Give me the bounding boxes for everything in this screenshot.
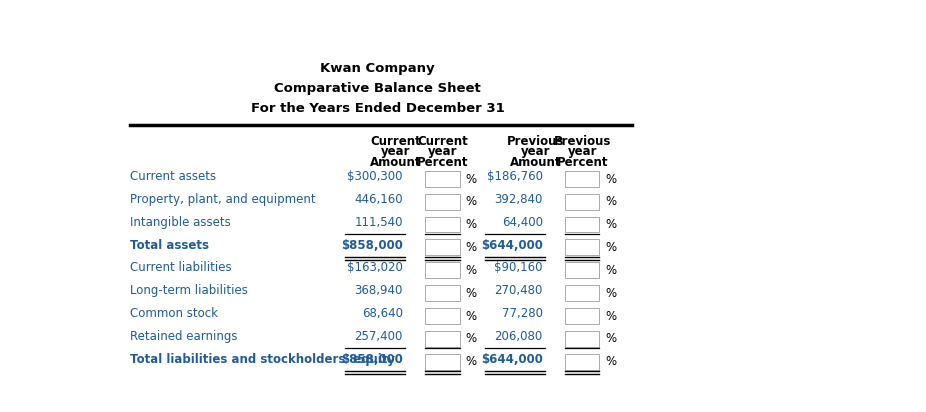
FancyBboxPatch shape [425, 331, 459, 346]
Text: 257,400: 257,400 [355, 330, 403, 343]
Text: $858,000: $858,000 [341, 239, 403, 251]
Text: %: % [465, 218, 476, 231]
Text: 77,280: 77,280 [502, 307, 543, 320]
Text: Kwan Company: Kwan Company [320, 62, 435, 75]
FancyBboxPatch shape [565, 308, 599, 324]
Text: $163,020: $163,020 [347, 261, 403, 274]
Text: $644,000: $644,000 [481, 353, 543, 366]
Text: %: % [465, 241, 476, 254]
Text: %: % [465, 332, 476, 345]
FancyBboxPatch shape [565, 262, 599, 278]
Text: Previous: Previous [507, 135, 564, 148]
Text: Previous: Previous [554, 135, 611, 148]
FancyBboxPatch shape [425, 308, 459, 324]
Text: %: % [606, 355, 617, 368]
Text: %: % [465, 287, 476, 300]
Text: Intangible assets: Intangible assets [130, 215, 231, 229]
FancyBboxPatch shape [425, 171, 459, 187]
Text: Total liabilities and stockholders' equity: Total liabilities and stockholders' equi… [130, 353, 395, 366]
Text: %: % [465, 264, 476, 277]
Text: year: year [381, 145, 410, 158]
FancyBboxPatch shape [425, 285, 459, 301]
FancyBboxPatch shape [565, 194, 599, 210]
FancyBboxPatch shape [425, 262, 459, 278]
Text: Current liabilities: Current liabilities [130, 261, 232, 274]
Text: Current: Current [417, 135, 468, 148]
Text: Total assets: Total assets [130, 239, 209, 251]
Text: %: % [606, 218, 617, 231]
Text: 206,080: 206,080 [494, 330, 543, 343]
FancyBboxPatch shape [565, 285, 599, 301]
Text: 392,840: 392,840 [494, 193, 543, 206]
FancyBboxPatch shape [565, 353, 599, 370]
Text: $186,760: $186,760 [487, 170, 543, 183]
Text: Retained earnings: Retained earnings [130, 330, 238, 343]
Text: %: % [465, 173, 476, 185]
FancyBboxPatch shape [565, 331, 599, 346]
Text: Current assets: Current assets [130, 170, 217, 183]
Text: 270,480: 270,480 [494, 284, 543, 297]
Text: %: % [606, 195, 617, 208]
FancyBboxPatch shape [565, 217, 599, 232]
Text: %: % [465, 195, 476, 208]
FancyBboxPatch shape [565, 239, 599, 255]
Text: %: % [606, 309, 617, 323]
FancyBboxPatch shape [425, 239, 459, 255]
Text: year: year [568, 145, 597, 158]
Text: 111,540: 111,540 [355, 215, 403, 229]
Text: %: % [465, 355, 476, 368]
Text: 368,940: 368,940 [355, 284, 403, 297]
Text: year: year [520, 145, 550, 158]
Text: Property, plant, and equipment: Property, plant, and equipment [130, 193, 316, 206]
FancyBboxPatch shape [425, 194, 459, 210]
Text: Common stock: Common stock [130, 307, 219, 320]
Text: $858,000: $858,000 [341, 353, 403, 366]
Text: %: % [606, 264, 617, 277]
Text: $300,300: $300,300 [347, 170, 403, 183]
Text: $90,160: $90,160 [494, 261, 543, 274]
Text: %: % [606, 287, 617, 300]
FancyBboxPatch shape [565, 171, 599, 187]
Text: Amount: Amount [369, 156, 421, 169]
Text: $644,000: $644,000 [481, 239, 543, 251]
Text: Amount: Amount [510, 156, 561, 169]
Text: %: % [606, 173, 617, 185]
Text: Percent: Percent [557, 156, 608, 169]
Text: %: % [465, 309, 476, 323]
Text: %: % [606, 332, 617, 345]
Text: Comparative Balance Sheet: Comparative Balance Sheet [274, 82, 482, 95]
Text: Percent: Percent [417, 156, 468, 169]
Text: 64,400: 64,400 [502, 215, 543, 229]
FancyBboxPatch shape [425, 353, 459, 370]
Text: year: year [428, 145, 457, 158]
Text: Current: Current [370, 135, 421, 148]
Text: 68,640: 68,640 [362, 307, 403, 320]
Text: %: % [606, 241, 617, 254]
Text: For the Years Ended December 31: For the Years Ended December 31 [251, 102, 505, 115]
Text: 446,160: 446,160 [354, 193, 403, 206]
Text: Long-term liabilities: Long-term liabilities [130, 284, 248, 297]
FancyBboxPatch shape [425, 217, 459, 232]
